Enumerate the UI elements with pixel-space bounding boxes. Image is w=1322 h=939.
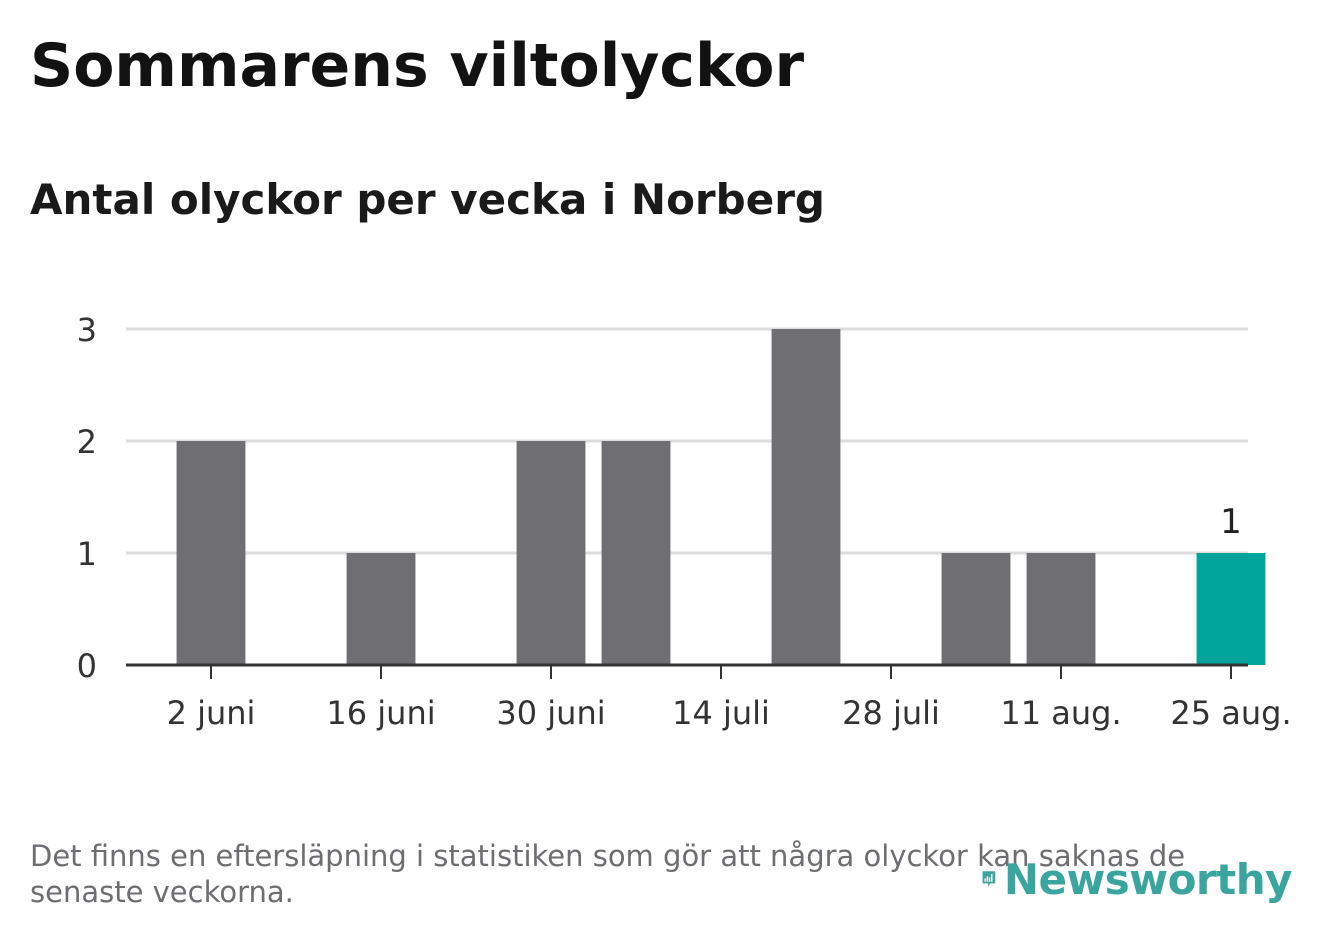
y-tick-label: 0 <box>77 647 97 685</box>
newsworthy-logo: Newsworthy <box>982 848 1293 910</box>
x-tick-label: 11 aug. <box>1000 694 1121 732</box>
chart-subtitle: Antal olyckor per vecka i Norberg <box>30 175 825 224</box>
x-tick-label: 14 juli <box>672 694 770 732</box>
y-tick-label: 3 <box>77 311 97 349</box>
bar <box>941 553 1011 665</box>
footnote: Det finns en eftersläpning i statistiken… <box>30 839 1186 909</box>
chart-title: Sommarens viltolyckor <box>30 31 805 101</box>
x-tick-label: 28 juli <box>842 694 940 732</box>
y-tick-label: 2 <box>77 423 97 461</box>
x-tick-label: 2 juni <box>167 694 256 732</box>
bar <box>516 441 586 665</box>
bar <box>346 553 416 665</box>
bar <box>771 329 841 665</box>
bar <box>176 441 246 665</box>
bar <box>1196 553 1266 665</box>
bar-chart-badge-icon <box>982 871 996 887</box>
x-tick-label: 16 juni <box>326 694 435 732</box>
logo-text: Newsworthy <box>1003 854 1293 904</box>
x-tick-label: 30 juni <box>496 694 605 732</box>
bar <box>601 441 671 665</box>
bar <box>1026 553 1096 665</box>
bar-value-label: 1 <box>1220 502 1242 542</box>
y-tick-label: 1 <box>77 535 97 573</box>
x-tick-label: 25 aug. <box>1170 694 1291 732</box>
